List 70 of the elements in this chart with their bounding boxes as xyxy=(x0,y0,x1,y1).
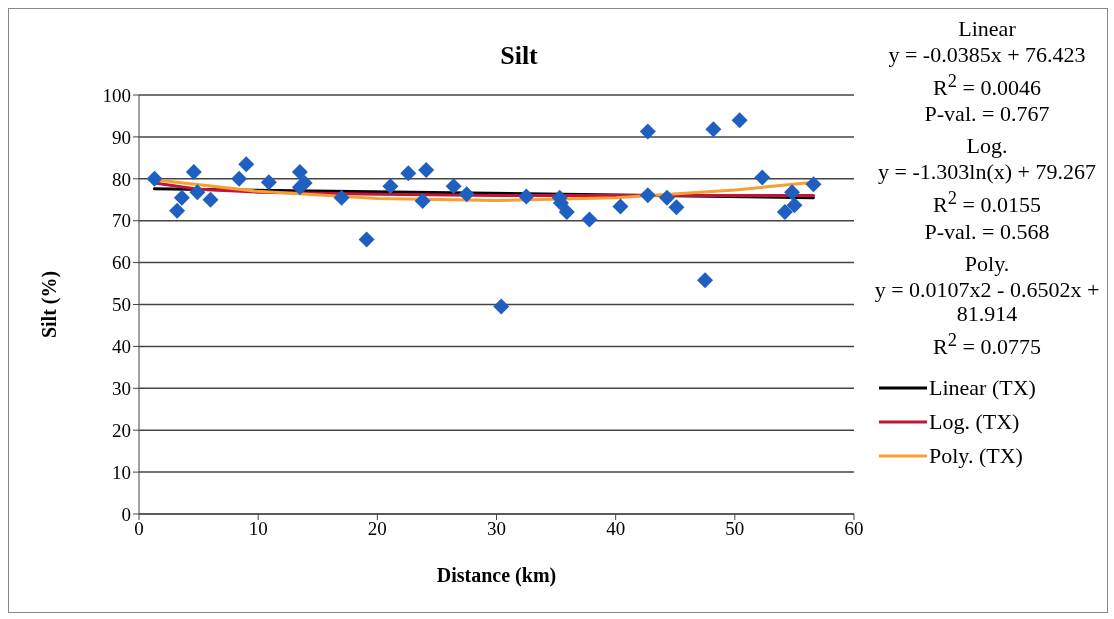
legend-label: Poly. (TX) xyxy=(929,442,1023,468)
point xyxy=(612,198,629,215)
point xyxy=(185,164,202,181)
text: Linear xyxy=(957,16,1017,41)
point xyxy=(639,123,656,140)
text: R$^{2}$ = 0.0046 xyxy=(932,70,1042,101)
point xyxy=(639,187,656,204)
x-tick-label: 40 xyxy=(606,518,626,540)
text: R$^{2}$ = 0.0775 xyxy=(932,328,1042,359)
point xyxy=(668,199,685,216)
point xyxy=(754,169,771,186)
text: P-val. = 0.568 xyxy=(923,218,1051,244)
point xyxy=(189,184,206,201)
y-tick-label: 100 xyxy=(102,84,131,106)
point xyxy=(658,189,675,206)
x-tick-label: 30 xyxy=(487,518,506,540)
point xyxy=(238,156,255,173)
point xyxy=(260,174,277,191)
x-axis-title: Distance (km) xyxy=(436,564,557,587)
point xyxy=(705,121,722,138)
text: Poly. xyxy=(963,250,1011,276)
point xyxy=(805,176,822,193)
y-tick-label: 40 xyxy=(112,336,131,358)
point xyxy=(458,186,475,203)
y-tick-label: 10 xyxy=(112,461,131,483)
text: P-val. = 0.767 xyxy=(923,101,1051,127)
y-axis-title: Silt (%) xyxy=(38,270,62,339)
text: y = 0.0107x2 - 0.6502x + 81.914 xyxy=(873,276,1101,326)
x-tick-label: 10 xyxy=(248,518,268,540)
point xyxy=(445,178,462,195)
point xyxy=(169,202,186,219)
point xyxy=(786,197,803,214)
text: y = -0.0385x + 76.423 xyxy=(887,42,1087,67)
x-tick-label: 50 xyxy=(725,518,745,540)
y-tick-label: 80 xyxy=(112,168,131,190)
point xyxy=(202,191,219,208)
point xyxy=(414,193,431,210)
point xyxy=(581,211,598,228)
point xyxy=(333,189,350,206)
y-tick-label: 50 xyxy=(112,294,131,316)
point xyxy=(146,170,163,187)
y-tick-label: 70 xyxy=(112,210,131,232)
point xyxy=(400,165,417,182)
text: Log. xyxy=(965,133,1009,159)
y-tick-label: 90 xyxy=(112,126,131,148)
y-tick-label: 30 xyxy=(112,378,131,400)
y-tick-label: 0 xyxy=(121,503,131,525)
point xyxy=(518,188,535,205)
text: y = -1.303ln(x) + 79.267 xyxy=(877,159,1097,185)
y-tick-label: 60 xyxy=(112,252,131,274)
x-tick-label: 60 xyxy=(844,518,864,540)
x-tick-label: 20 xyxy=(367,518,387,540)
point xyxy=(776,203,793,220)
point xyxy=(697,272,714,289)
point xyxy=(418,162,435,178)
chart-title: Silt xyxy=(499,41,539,71)
point xyxy=(558,203,575,220)
text: R$^{2}$ = 0.0155 xyxy=(932,187,1042,218)
point xyxy=(784,184,801,201)
point xyxy=(382,178,399,195)
point xyxy=(731,112,748,129)
point xyxy=(493,298,510,315)
legend-label: Log. (TX) xyxy=(929,408,1020,434)
point xyxy=(173,189,190,206)
point xyxy=(358,231,375,248)
y-tick-label: 20 xyxy=(112,419,131,441)
legend-label: Linear (TX) xyxy=(929,374,1036,400)
point xyxy=(231,170,248,187)
point xyxy=(291,164,308,181)
point xyxy=(291,179,308,196)
